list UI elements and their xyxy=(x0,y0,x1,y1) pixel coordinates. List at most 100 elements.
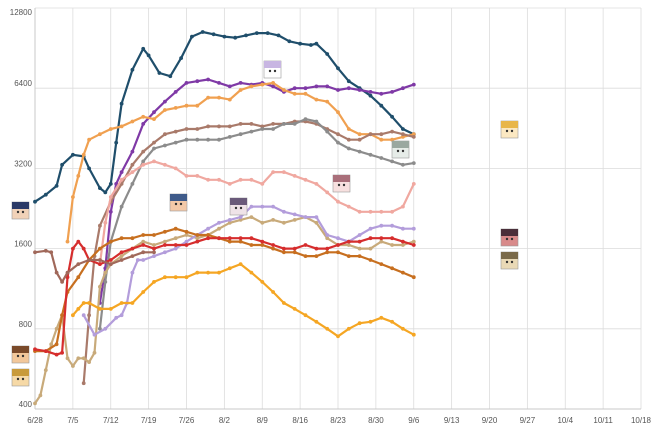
data-point xyxy=(357,321,362,326)
data-point xyxy=(379,103,384,108)
data-point xyxy=(379,315,384,320)
data-point xyxy=(87,258,91,262)
data-point xyxy=(184,137,189,142)
data-point xyxy=(346,204,351,209)
data-point xyxy=(401,204,405,209)
data-point xyxy=(325,190,330,195)
thumbnail-hair xyxy=(12,202,29,209)
data-point xyxy=(163,162,167,167)
data-point xyxy=(271,218,275,222)
data-point xyxy=(390,129,394,134)
data-point xyxy=(173,243,178,247)
data-point xyxy=(54,352,59,357)
data-point xyxy=(314,97,319,102)
data-point xyxy=(254,31,259,35)
data-point xyxy=(217,226,221,231)
character-thumbnail xyxy=(500,120,519,139)
data-point xyxy=(292,91,297,96)
data-point xyxy=(336,243,340,247)
thumbnail-eye xyxy=(21,354,25,358)
thumbnail-eye xyxy=(505,237,509,241)
data-point xyxy=(54,270,59,275)
data-point xyxy=(163,108,167,112)
data-point xyxy=(222,34,227,39)
data-point xyxy=(206,226,211,231)
data-point xyxy=(368,226,373,231)
data-point xyxy=(368,152,373,157)
data-point xyxy=(87,360,91,364)
data-point xyxy=(206,177,211,182)
data-point xyxy=(54,342,59,347)
data-point xyxy=(325,99,330,104)
x-tick-label: 9/20 xyxy=(482,416,498,425)
series-4 xyxy=(98,117,416,331)
x-tick-label: 7/5 xyxy=(67,416,79,425)
data-point xyxy=(119,204,124,209)
data-point xyxy=(357,132,362,137)
data-point xyxy=(227,124,232,129)
data-point xyxy=(141,233,146,237)
data-point xyxy=(87,301,91,305)
data-point xyxy=(379,223,384,228)
data-point xyxy=(184,103,189,108)
data-point xyxy=(217,236,221,241)
data-point xyxy=(238,215,243,220)
character-thumbnail xyxy=(332,174,351,193)
x-tick-label: 8/23 xyxy=(330,416,346,425)
data-point xyxy=(292,212,297,217)
data-point xyxy=(271,170,275,175)
data-point xyxy=(227,218,232,222)
data-point xyxy=(260,182,265,186)
data-point xyxy=(200,30,205,34)
data-point xyxy=(390,114,394,119)
data-point xyxy=(325,84,330,89)
data-point xyxy=(146,53,151,58)
data-point xyxy=(195,239,200,244)
data-point xyxy=(168,74,173,79)
data-point xyxy=(71,246,75,251)
thumbnail-eye xyxy=(510,260,514,264)
x-tick-label: 10/18 xyxy=(631,416,652,425)
data-point xyxy=(108,307,113,311)
series-5 xyxy=(98,159,416,266)
x-tick-label: 8/30 xyxy=(368,416,384,425)
data-point xyxy=(411,161,416,166)
data-point xyxy=(217,270,221,275)
data-point xyxy=(76,307,81,311)
data-point xyxy=(325,52,330,56)
data-point xyxy=(141,149,146,154)
data-point xyxy=(314,41,319,46)
data-point xyxy=(336,66,340,71)
data-point xyxy=(287,39,292,44)
data-point xyxy=(60,280,64,284)
data-point xyxy=(336,199,340,204)
data-point xyxy=(336,110,340,115)
thumbnail-eye xyxy=(401,149,405,153)
data-point xyxy=(238,262,243,266)
character-thumbnail xyxy=(391,140,410,159)
data-point xyxy=(249,122,254,126)
thumbnail-hair xyxy=(264,61,281,68)
data-point xyxy=(314,246,319,251)
x-tick-label: 7/12 xyxy=(103,416,119,425)
data-point xyxy=(173,90,178,94)
data-point xyxy=(130,236,135,241)
data-point xyxy=(282,220,286,225)
data-point xyxy=(238,132,243,137)
data-point xyxy=(401,239,405,244)
data-point xyxy=(87,313,91,318)
data-point xyxy=(314,319,319,324)
data-point xyxy=(163,239,167,244)
x-tick-label: 9/27 xyxy=(520,416,536,425)
x-tick-label: 10/4 xyxy=(557,416,573,425)
data-point xyxy=(130,149,135,154)
data-point xyxy=(206,137,211,142)
data-point xyxy=(390,90,394,94)
x-tick-label: 8/16 xyxy=(292,416,308,425)
data-point xyxy=(336,334,340,339)
data-point xyxy=(163,229,167,234)
thumbnail-eye xyxy=(16,210,20,214)
thumbnail-hair xyxy=(230,198,247,205)
data-point xyxy=(119,250,124,255)
data-point xyxy=(260,204,265,209)
